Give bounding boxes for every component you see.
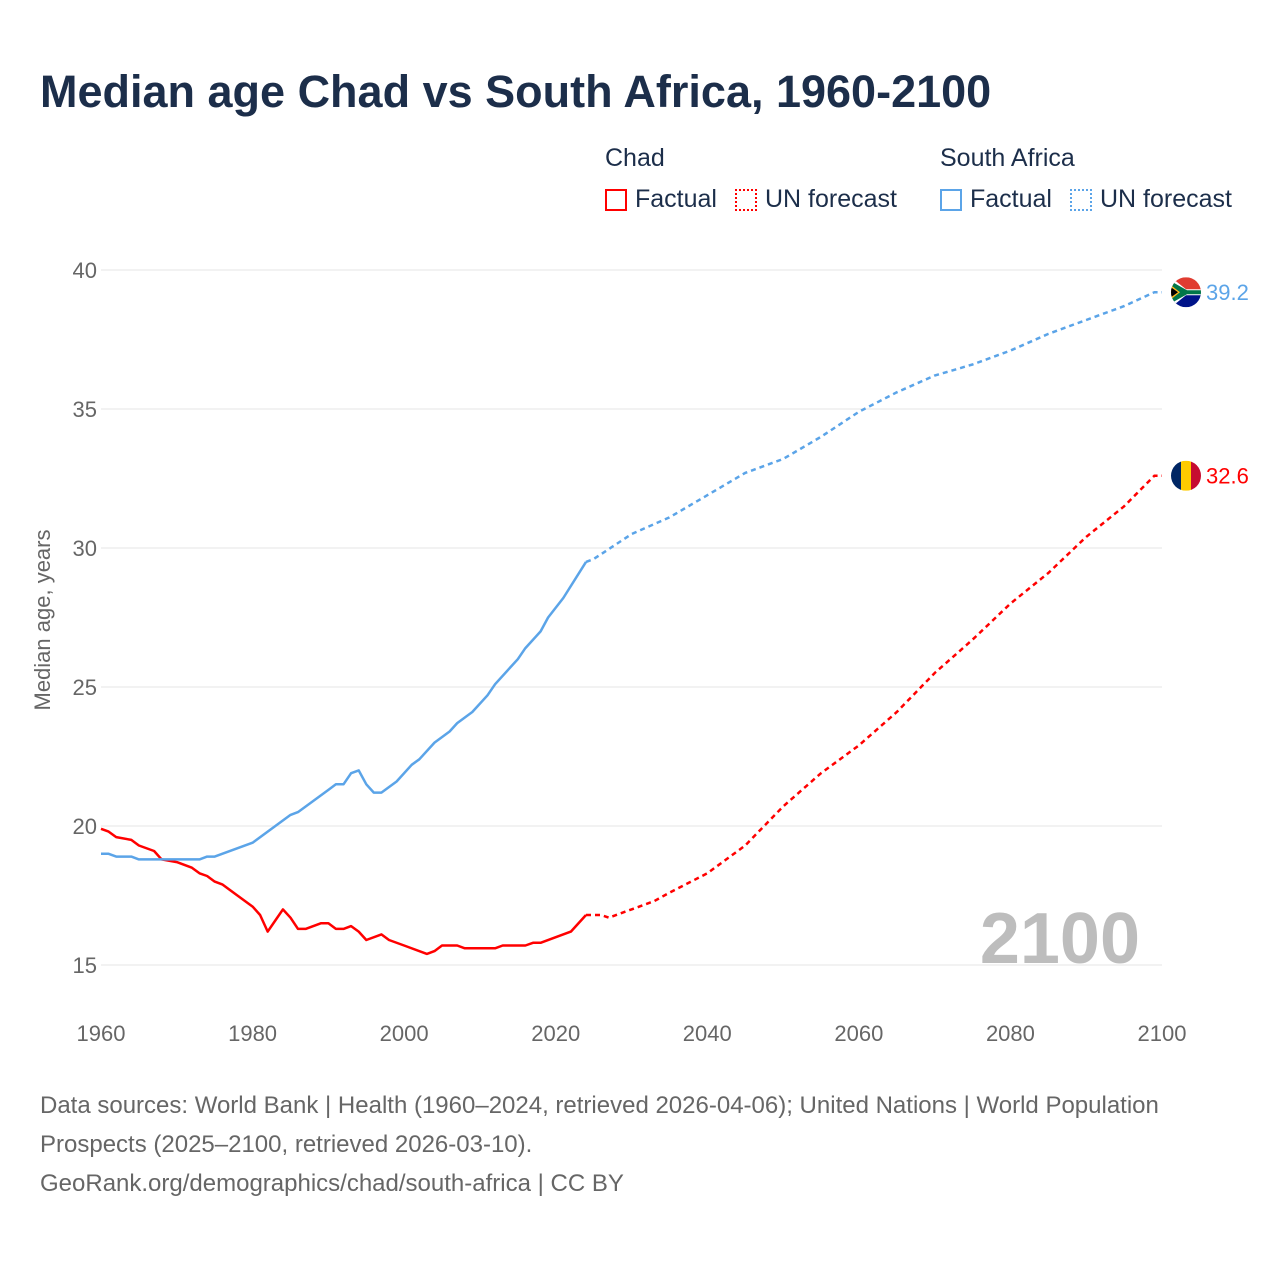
x-tick-label: 2100 [1138,1021,1187,1046]
south-africa-forecast-line [585,290,1162,564]
x-tick-label: 2060 [834,1021,883,1046]
x-tick-label: 2000 [380,1021,429,1046]
x-tick-label: 2040 [683,1021,732,1046]
x-tick-label: 2080 [986,1021,1035,1046]
legend-chad-factual[interactable]: Factual [605,185,717,214]
legend-chad-forecast[interactable]: UN forecast [734,185,897,214]
y-tick-label: 40 [73,258,97,283]
y-tick-label: 35 [73,397,97,422]
legend-label: Factual [970,185,1052,213]
y-tick-label: 15 [73,953,97,978]
year-watermark: 2100 [980,899,1140,979]
chad-forecast-line [586,474,1162,920]
y-axis-label: Median age, years [30,530,55,711]
chart-area: 15 20 25 30 35 40 1960 1980 2000 2020 2040 2060 2080… [30,258,1249,1046]
y-tick-label: 30 [73,536,97,561]
source-link[interactable]: GeoRank.org/demographics/chad/south-afri… [40,1170,624,1197]
legend-sa-factual[interactable]: Factual [940,185,1052,214]
legend-sa-forecast[interactable]: UN forecast [1069,185,1232,214]
y-tick-label: 25 [73,675,97,700]
chad-factual-line [100,827,587,956]
chad-flag-icon [1171,460,1201,491]
legend-label: Factual [635,185,717,213]
y-tick-label: 20 [73,814,97,839]
south-africa-factual-line [101,561,588,861]
footer: Data sources: World Bank | Health (1960–… [40,1086,1200,1203]
x-tick-label: 1960 [77,1021,126,1046]
legend-swatch [734,188,757,211]
legend-label: UN forecast [1099,185,1232,213]
chad-end-label: 32.6 [1206,464,1249,489]
legend-south-africa: South Africa Factual UN forecast [940,144,1232,214]
data-sources: Data sources: World Bank | Health (1960–… [40,1092,1159,1158]
legend-swatch [940,188,962,211]
x-tick-label: 2020 [531,1021,580,1046]
legend-swatch [1069,188,1092,211]
legend-chad: Chad Factual UN forecast [605,144,897,214]
legend-swatch [605,188,627,211]
legend-group-label: Chad [605,144,665,172]
x-tick-label: 1980 [228,1021,277,1046]
chart-title: Median age Chad vs South Africa, 1960-21… [40,66,992,117]
legend-label: UN forecast [764,185,897,213]
south-africa-end-label: 39.2 [1206,280,1249,305]
legend-group-label: South Africa [940,144,1075,172]
south-africa-flag-icon [1171,277,1201,308]
